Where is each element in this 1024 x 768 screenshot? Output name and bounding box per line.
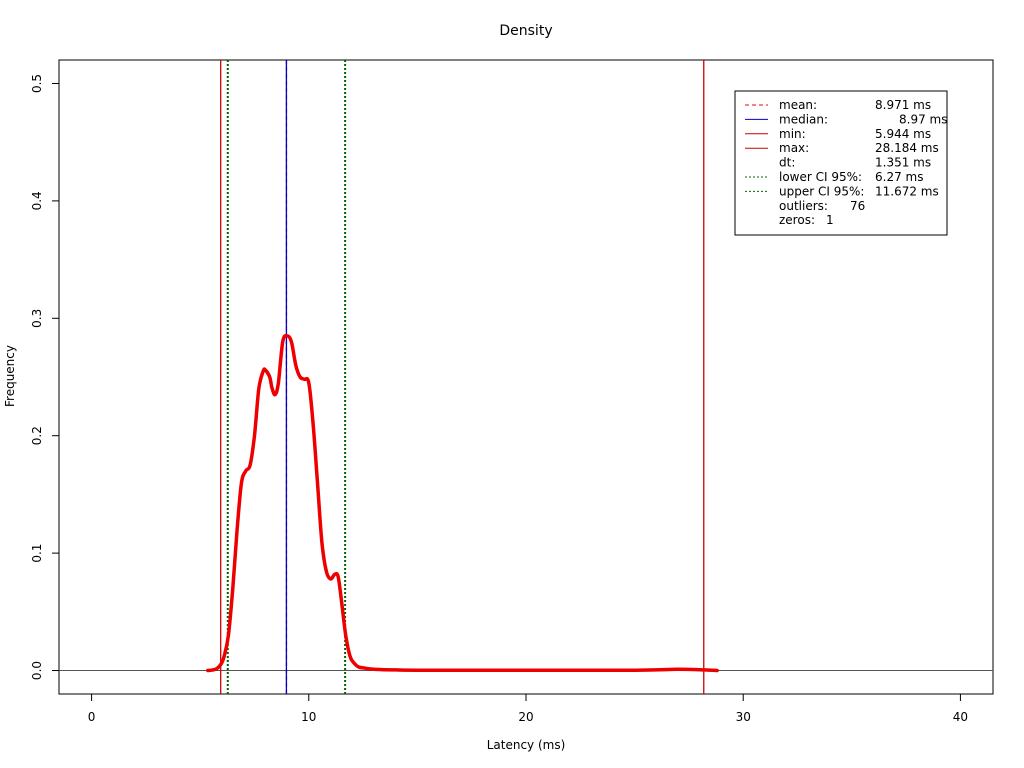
legend-value: 1.351 ms xyxy=(875,156,931,170)
legend-label: outliers: xyxy=(779,199,828,213)
x-tick-label: 0 xyxy=(88,710,96,724)
x-tick-label: 30 xyxy=(736,710,751,724)
legend-label: mean: xyxy=(779,98,817,112)
legend-value: 6.27 ms xyxy=(875,170,923,184)
legend-value: 11.672 ms xyxy=(875,184,939,198)
legend-label: median: xyxy=(779,112,828,126)
chart-title: Density xyxy=(499,23,552,39)
legend: mean: 8.971 ms median: 8.97 ms min: 5.944 ms m… xyxy=(734,90,948,236)
x-axis-label: Latency (ms) xyxy=(487,738,566,752)
y-tick-label: 0.4 xyxy=(30,191,44,210)
y-tick-label: 0.0 xyxy=(30,661,44,680)
legend-value: 76 xyxy=(850,199,865,213)
legend-value: 8.97 ms xyxy=(899,112,947,126)
legend-label: dt: xyxy=(779,156,795,170)
x-tick-label: 10 xyxy=(301,710,316,724)
legend-box xyxy=(734,90,948,236)
legend-label: min: xyxy=(779,127,806,141)
legend-label: zeros: xyxy=(779,213,815,227)
legend-value: 8.971 ms xyxy=(875,98,931,112)
density-curve xyxy=(206,333,719,673)
legend-label: upper CI 95%: xyxy=(779,184,864,198)
plot-area: 0 10 20 30 40 0.0 0.1 0.2 0.3 0.4 0.5 xyxy=(30,59,994,724)
legend-label: lower CI 95%: xyxy=(779,170,862,184)
x-tick-label: 40 xyxy=(953,710,968,724)
y-tick-label: 0.3 xyxy=(30,309,44,328)
y-tick-label: 0.2 xyxy=(30,426,44,445)
y-axis-label: Frequency xyxy=(3,345,17,407)
y-tick-label: 0.1 xyxy=(30,544,44,563)
legend-label: max: xyxy=(779,141,809,155)
legend-value: 5.944 ms xyxy=(875,127,931,141)
legend-value: 28.184 ms xyxy=(875,141,939,155)
y-tick-label: 0.5 xyxy=(30,74,44,93)
legend-value: 1 xyxy=(826,213,834,227)
x-tick-label: 20 xyxy=(518,710,533,724)
